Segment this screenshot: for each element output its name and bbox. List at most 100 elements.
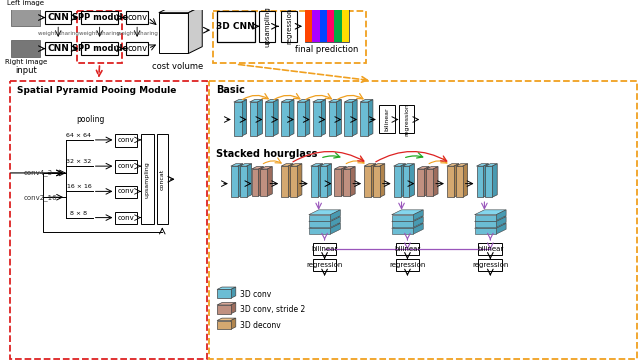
FancyBboxPatch shape: [260, 169, 268, 196]
Polygon shape: [231, 303, 236, 314]
Polygon shape: [242, 99, 246, 136]
FancyBboxPatch shape: [474, 228, 496, 234]
Polygon shape: [496, 224, 506, 234]
FancyBboxPatch shape: [259, 11, 275, 42]
FancyBboxPatch shape: [45, 42, 71, 56]
Polygon shape: [330, 217, 340, 227]
FancyBboxPatch shape: [474, 221, 496, 227]
FancyBboxPatch shape: [115, 134, 137, 147]
Polygon shape: [474, 224, 506, 228]
Polygon shape: [313, 99, 326, 102]
FancyBboxPatch shape: [11, 9, 40, 26]
FancyBboxPatch shape: [403, 166, 410, 197]
Text: 32 × 32: 32 × 32: [67, 159, 92, 164]
Polygon shape: [321, 99, 326, 136]
Text: pooling: pooling: [77, 115, 105, 124]
Polygon shape: [456, 164, 468, 166]
Text: 3D conv: 3D conv: [240, 290, 271, 299]
Text: conv: conv: [127, 44, 147, 53]
FancyBboxPatch shape: [485, 166, 492, 197]
FancyBboxPatch shape: [11, 40, 40, 57]
FancyBboxPatch shape: [312, 9, 319, 42]
Text: SPP module: SPP module: [72, 13, 128, 22]
FancyBboxPatch shape: [394, 166, 401, 197]
FancyBboxPatch shape: [417, 169, 424, 196]
FancyBboxPatch shape: [456, 166, 463, 197]
FancyBboxPatch shape: [250, 102, 257, 136]
Polygon shape: [433, 167, 438, 196]
FancyBboxPatch shape: [308, 221, 330, 227]
Text: CNN: CNN: [47, 13, 69, 22]
Text: 3D conv, stride 2: 3D conv, stride 2: [240, 305, 305, 314]
Polygon shape: [289, 99, 294, 136]
FancyBboxPatch shape: [141, 134, 154, 224]
FancyBboxPatch shape: [319, 9, 327, 42]
FancyBboxPatch shape: [373, 166, 380, 197]
FancyBboxPatch shape: [81, 42, 118, 56]
FancyBboxPatch shape: [313, 243, 337, 254]
Text: bilinear: bilinear: [477, 246, 504, 252]
Polygon shape: [371, 164, 376, 197]
Polygon shape: [234, 99, 246, 102]
FancyBboxPatch shape: [281, 11, 297, 42]
Polygon shape: [311, 164, 323, 166]
Polygon shape: [217, 287, 236, 289]
Polygon shape: [250, 99, 262, 102]
Polygon shape: [426, 167, 438, 169]
FancyBboxPatch shape: [266, 102, 273, 136]
FancyBboxPatch shape: [344, 102, 352, 136]
Polygon shape: [454, 164, 459, 197]
Text: weight sharing: weight sharing: [79, 30, 120, 36]
FancyBboxPatch shape: [217, 11, 255, 42]
FancyBboxPatch shape: [392, 228, 413, 234]
Text: conv2_16: conv2_16: [24, 194, 58, 201]
Polygon shape: [266, 99, 278, 102]
FancyBboxPatch shape: [45, 11, 71, 24]
Polygon shape: [231, 287, 236, 298]
Polygon shape: [417, 167, 429, 169]
Text: conv: conv: [118, 137, 134, 143]
FancyBboxPatch shape: [328, 102, 337, 136]
FancyBboxPatch shape: [379, 105, 395, 133]
Polygon shape: [231, 164, 243, 166]
FancyBboxPatch shape: [240, 166, 246, 197]
Polygon shape: [297, 99, 310, 102]
Text: regression: regression: [472, 262, 509, 268]
FancyBboxPatch shape: [335, 169, 341, 196]
Text: weight sharing: weight sharing: [116, 30, 157, 36]
FancyBboxPatch shape: [290, 166, 297, 197]
FancyBboxPatch shape: [126, 11, 148, 24]
Polygon shape: [373, 164, 385, 166]
FancyBboxPatch shape: [313, 102, 321, 136]
FancyBboxPatch shape: [217, 289, 231, 298]
FancyBboxPatch shape: [360, 102, 368, 136]
Text: regression: regression: [307, 262, 343, 268]
FancyBboxPatch shape: [479, 243, 502, 254]
FancyBboxPatch shape: [392, 215, 413, 220]
FancyBboxPatch shape: [308, 215, 330, 220]
Text: 16 × 16: 16 × 16: [67, 184, 92, 189]
FancyBboxPatch shape: [396, 243, 419, 254]
FancyBboxPatch shape: [157, 134, 168, 224]
Text: Right image: Right image: [4, 59, 47, 65]
Polygon shape: [344, 99, 357, 102]
FancyBboxPatch shape: [479, 259, 502, 271]
Text: Left image: Left image: [7, 0, 44, 6]
Text: 3D deconv: 3D deconv: [240, 321, 280, 330]
Polygon shape: [159, 6, 202, 13]
Polygon shape: [474, 210, 506, 215]
Text: conv: conv: [118, 215, 134, 221]
FancyBboxPatch shape: [327, 9, 335, 42]
Polygon shape: [335, 167, 346, 169]
Polygon shape: [188, 6, 202, 53]
Text: final prediction: final prediction: [295, 45, 359, 54]
FancyBboxPatch shape: [305, 9, 349, 42]
Polygon shape: [326, 164, 332, 197]
FancyBboxPatch shape: [319, 166, 326, 197]
Text: conv: conv: [118, 163, 134, 169]
Polygon shape: [394, 164, 406, 166]
FancyBboxPatch shape: [81, 11, 118, 24]
Polygon shape: [231, 318, 236, 329]
Polygon shape: [217, 318, 236, 321]
FancyBboxPatch shape: [426, 169, 433, 196]
